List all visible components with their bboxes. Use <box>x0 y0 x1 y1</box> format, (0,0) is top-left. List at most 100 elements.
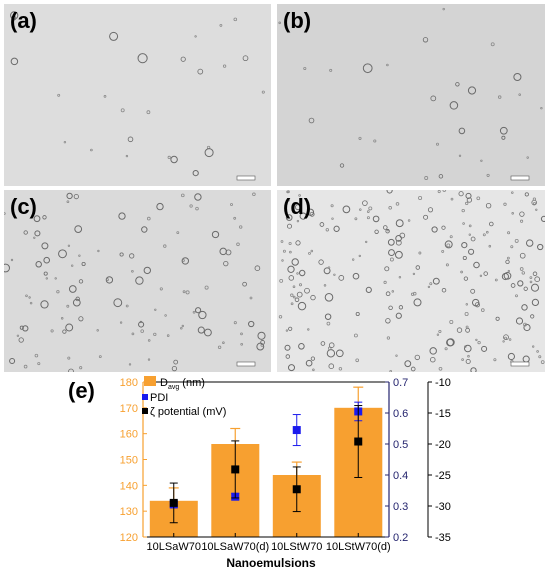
droplet <box>519 267 524 271</box>
droplet <box>222 341 225 344</box>
droplet <box>423 214 429 220</box>
droplet <box>456 327 463 333</box>
droplet <box>129 253 135 259</box>
droplet <box>395 239 402 246</box>
droplet <box>328 363 335 369</box>
droplet <box>65 323 74 332</box>
droplet <box>507 256 510 260</box>
droplet <box>279 278 284 283</box>
droplet <box>325 228 329 232</box>
droplet <box>521 271 525 275</box>
droplet <box>464 312 469 316</box>
droplet <box>25 294 28 298</box>
droplet <box>388 305 393 311</box>
panel-label-e: (e) <box>68 378 95 403</box>
droplet <box>362 63 373 74</box>
droplet <box>540 106 543 110</box>
droplet <box>16 334 20 338</box>
x-tick-label: 10LStW70 <box>271 541 322 553</box>
droplet <box>444 347 448 351</box>
droplet <box>353 333 358 338</box>
zeta-tick-label: -30 <box>435 501 451 513</box>
droplet <box>386 63 389 67</box>
x-axis-title: Nanoemulsions <box>226 556 316 569</box>
left-tick-label: 140 <box>120 480 138 492</box>
droplet <box>120 108 125 113</box>
droplet <box>540 215 545 223</box>
droplet <box>446 243 451 248</box>
droplet <box>473 261 480 269</box>
droplet <box>466 197 473 203</box>
droplet <box>284 344 291 351</box>
droplet <box>309 211 315 217</box>
droplet <box>339 163 345 168</box>
droplet <box>483 271 488 276</box>
droplet <box>398 275 402 279</box>
droplet <box>74 225 83 233</box>
droplet <box>352 272 360 280</box>
legend-label-zeta: ζ potential (mV) <box>150 406 226 418</box>
droplet <box>146 110 151 115</box>
droplet <box>503 334 509 341</box>
droplet <box>329 68 333 72</box>
droplet <box>295 240 301 246</box>
droplet <box>197 68 204 75</box>
droplet <box>236 242 240 247</box>
legend-label-davg: Davg (nm) <box>160 377 205 391</box>
droplet <box>430 356 436 363</box>
droplet <box>298 194 301 197</box>
droplet <box>167 155 171 159</box>
droplet <box>388 249 395 257</box>
droplet <box>181 193 185 198</box>
droplet <box>113 298 123 308</box>
droplet <box>364 240 368 244</box>
droplet <box>441 225 446 230</box>
droplet <box>365 286 372 293</box>
micrograph-image-a <box>4 4 271 186</box>
droplet <box>307 328 310 331</box>
droplet <box>289 250 292 254</box>
droplet <box>531 298 540 307</box>
droplet <box>449 235 453 239</box>
droplet <box>436 333 440 336</box>
droplet <box>385 229 390 234</box>
droplet <box>252 192 256 197</box>
scale-bar <box>510 361 530 367</box>
droplet <box>524 192 529 197</box>
micrograph-background <box>277 4 545 186</box>
micrograph-image-b <box>277 4 545 186</box>
droplet <box>60 317 64 320</box>
droplet <box>296 291 303 298</box>
droplet <box>194 35 197 38</box>
droplet <box>156 202 164 211</box>
droplet <box>288 275 295 281</box>
droplet <box>538 355 542 359</box>
droplet <box>395 354 398 357</box>
droplet <box>493 358 497 362</box>
droplet <box>176 231 180 234</box>
droplet <box>482 233 486 237</box>
droplet <box>192 310 196 314</box>
droplet <box>233 216 237 220</box>
panel-label-a: (a) <box>10 8 37 33</box>
droplet <box>467 354 470 358</box>
droplet <box>11 15 17 21</box>
droplet <box>182 259 185 262</box>
droplet <box>507 352 515 361</box>
droplet <box>465 303 469 306</box>
droplet <box>458 154 462 158</box>
droplet <box>41 242 49 250</box>
droplet <box>222 64 227 68</box>
droplet <box>230 203 233 206</box>
droplet <box>78 279 84 284</box>
droplet <box>9 357 16 365</box>
droplet <box>249 296 253 300</box>
droplet <box>72 298 81 307</box>
droplet <box>297 301 307 311</box>
bar-chart: (e) Davg (nm) PDI ζ potential (mV) Nanoe… <box>68 376 451 570</box>
droplet <box>395 219 404 228</box>
droplet <box>333 225 340 232</box>
droplet <box>519 211 525 217</box>
micrograph-panel-a: (a) <box>4 4 271 186</box>
droplet <box>398 305 404 310</box>
